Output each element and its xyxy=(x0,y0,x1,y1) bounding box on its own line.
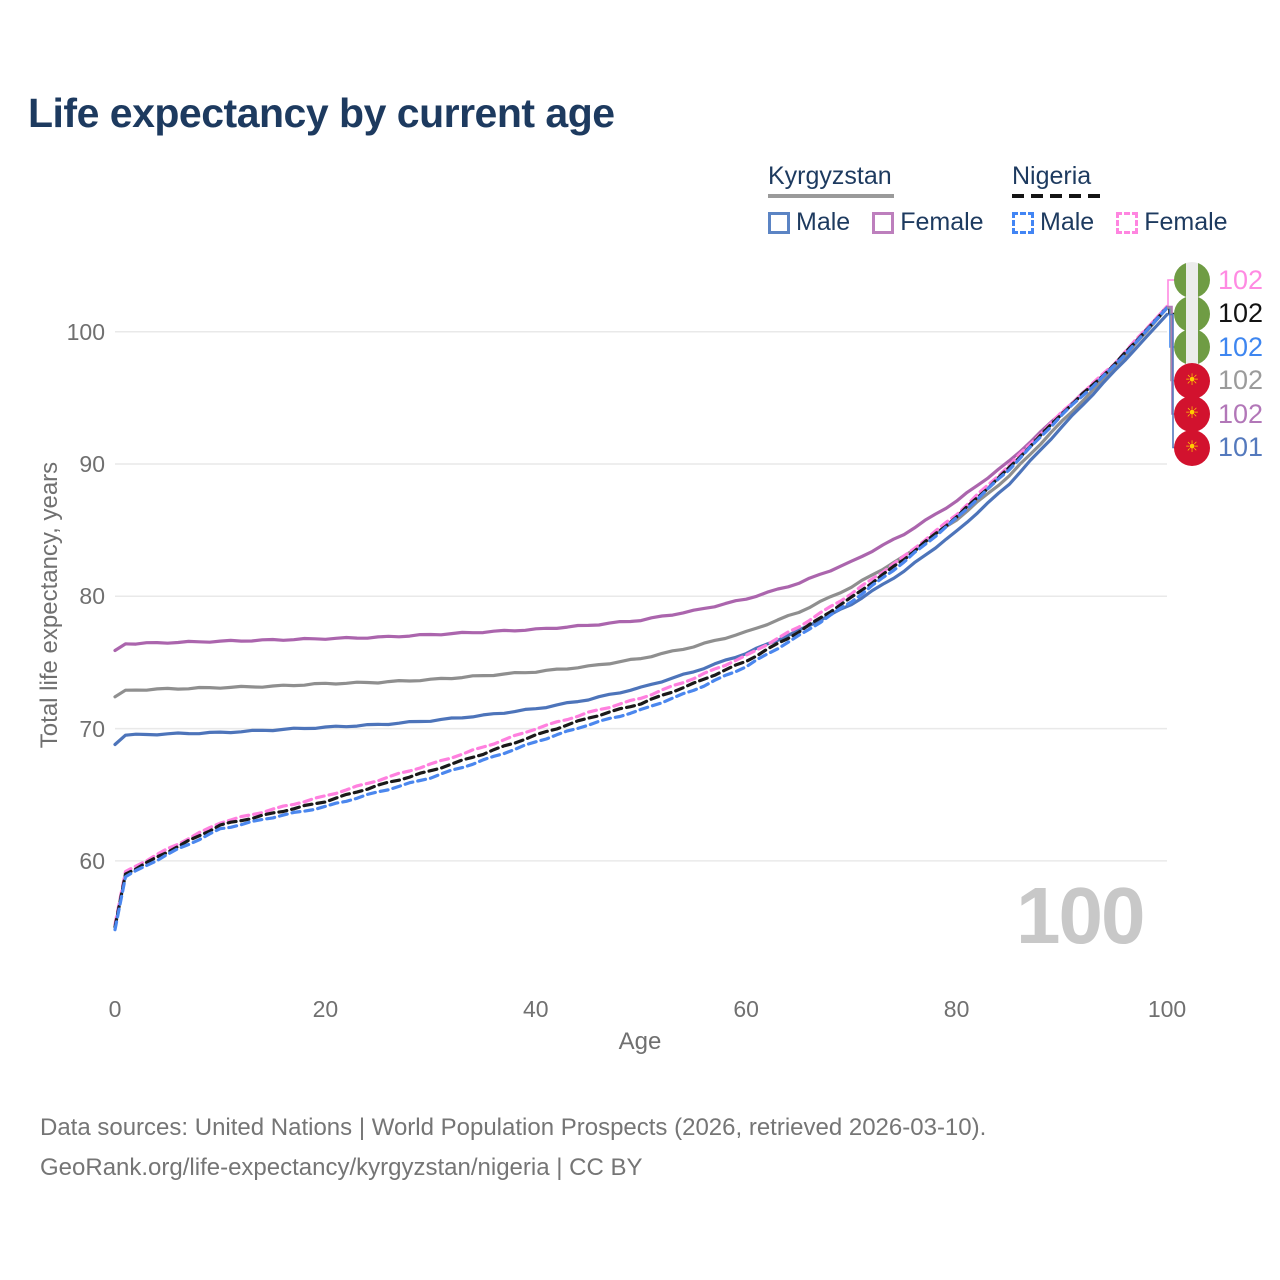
kyrgyzstan-female-swatch-icon xyxy=(872,211,895,234)
end-label-kyrgyzstan: ☀ 102 xyxy=(1174,362,1264,399)
kyrgyzstan-flag-icon: ☀ xyxy=(1174,396,1210,432)
y-tick-label-100: 100 xyxy=(66,318,105,345)
x-tick-label-100: 100 xyxy=(1147,996,1187,1022)
legend-item-kyrgyzstan-male[interactable]: Male xyxy=(768,208,850,237)
end-label-kyrgyzstan-male: ☀ 101 xyxy=(1174,429,1264,466)
y-tick-label-60: 60 xyxy=(79,847,105,874)
y-tick-label-80: 80 xyxy=(79,583,105,610)
legend-item-kyrgyzstan-female[interactable]: Female xyxy=(872,208,984,237)
nigeria-flag-icon xyxy=(1174,329,1210,365)
x-tick-label-40: 40 xyxy=(523,996,549,1022)
legend-header-kyrgyzstan[interactable]: Kyrgyzstan xyxy=(768,162,892,190)
series-line-kyrgyzstan-female[interactable] xyxy=(113,305,1169,653)
series-line-nigeria-male[interactable] xyxy=(113,306,1169,932)
nigeria-female-swatch-icon xyxy=(1116,211,1139,234)
nigeria-male-swatch-icon xyxy=(1012,211,1034,234)
y-axis-title: Total life expectancy, years xyxy=(36,461,63,749)
end-value: 102 xyxy=(1218,331,1264,362)
kyrgyzstan-flag-icon: ☀ xyxy=(1174,362,1210,399)
footer-sources-line: Data sources: United Nations | World Pop… xyxy=(40,1114,987,1141)
footer: Data sources: United Nations | World Pop… xyxy=(40,1108,986,1188)
x-tick-label-0: 0 xyxy=(108,996,122,1022)
legend-label: Female xyxy=(1144,208,1228,236)
legend-label: Male xyxy=(796,208,851,236)
end-label-kyrgyzstan-female: ☀ 102 xyxy=(1174,396,1263,432)
end-value: 102 xyxy=(1218,365,1264,395)
end-value: 102 xyxy=(1218,398,1264,429)
end-value: 102 xyxy=(1218,264,1264,295)
end-value: 102 xyxy=(1218,298,1264,328)
x-axis-title: Age xyxy=(618,1028,662,1055)
legend-header-nigeria[interactable]: Nigeria xyxy=(1012,162,1092,190)
legend-label: Female xyxy=(900,208,984,236)
legend-item-nigeria-female[interactable]: Female xyxy=(1116,208,1228,237)
x-tick-label-80: 80 xyxy=(943,996,970,1022)
x-tick-label-20: 20 xyxy=(312,996,339,1022)
kyrgyzstan-male-swatch-icon xyxy=(768,211,790,234)
page-title: Life expectancy by current age xyxy=(28,90,615,136)
end-label-nigeria: 102 xyxy=(1174,295,1264,332)
kyrgyzstan-solid-line-key xyxy=(768,194,894,198)
series-line-nigeria-female[interactable] xyxy=(113,305,1169,927)
series-line-kyrgyzstan-male[interactable] xyxy=(113,312,1169,747)
nigeria-flag-icon xyxy=(1174,295,1210,332)
legend-group-kyrgyzstan: Kyrgyzstan Male Female xyxy=(768,162,998,237)
legend-item-nigeria-male[interactable]: Male xyxy=(1012,208,1094,237)
hovered-age-watermark: 100 xyxy=(1016,871,1145,960)
x-tick-label-60: 60 xyxy=(733,996,759,1022)
y-tick-label-70: 70 xyxy=(79,715,105,742)
end-label-nigeria-male: 102 xyxy=(1174,329,1263,365)
end-value: 101 xyxy=(1218,432,1264,462)
legend-group-nigeria: Nigeria Male Female xyxy=(1012,162,1252,237)
end-label-nigeria-female: 102 xyxy=(1174,262,1263,298)
nigeria-flag-icon xyxy=(1174,262,1210,298)
y-tick-label-90: 90 xyxy=(79,451,105,477)
footer-link-line: GeoRank.org/life-expectancy/kyrgyzstan/n… xyxy=(40,1154,643,1181)
legend-label: Male xyxy=(1040,208,1095,236)
kyrgyzstan-flag-icon: ☀ xyxy=(1174,429,1210,466)
series-line-nigeria[interactable] xyxy=(113,306,1169,929)
series-line-kyrgyzstan[interactable] xyxy=(113,306,1169,699)
nigeria-dashed-line-key xyxy=(1012,194,1104,198)
